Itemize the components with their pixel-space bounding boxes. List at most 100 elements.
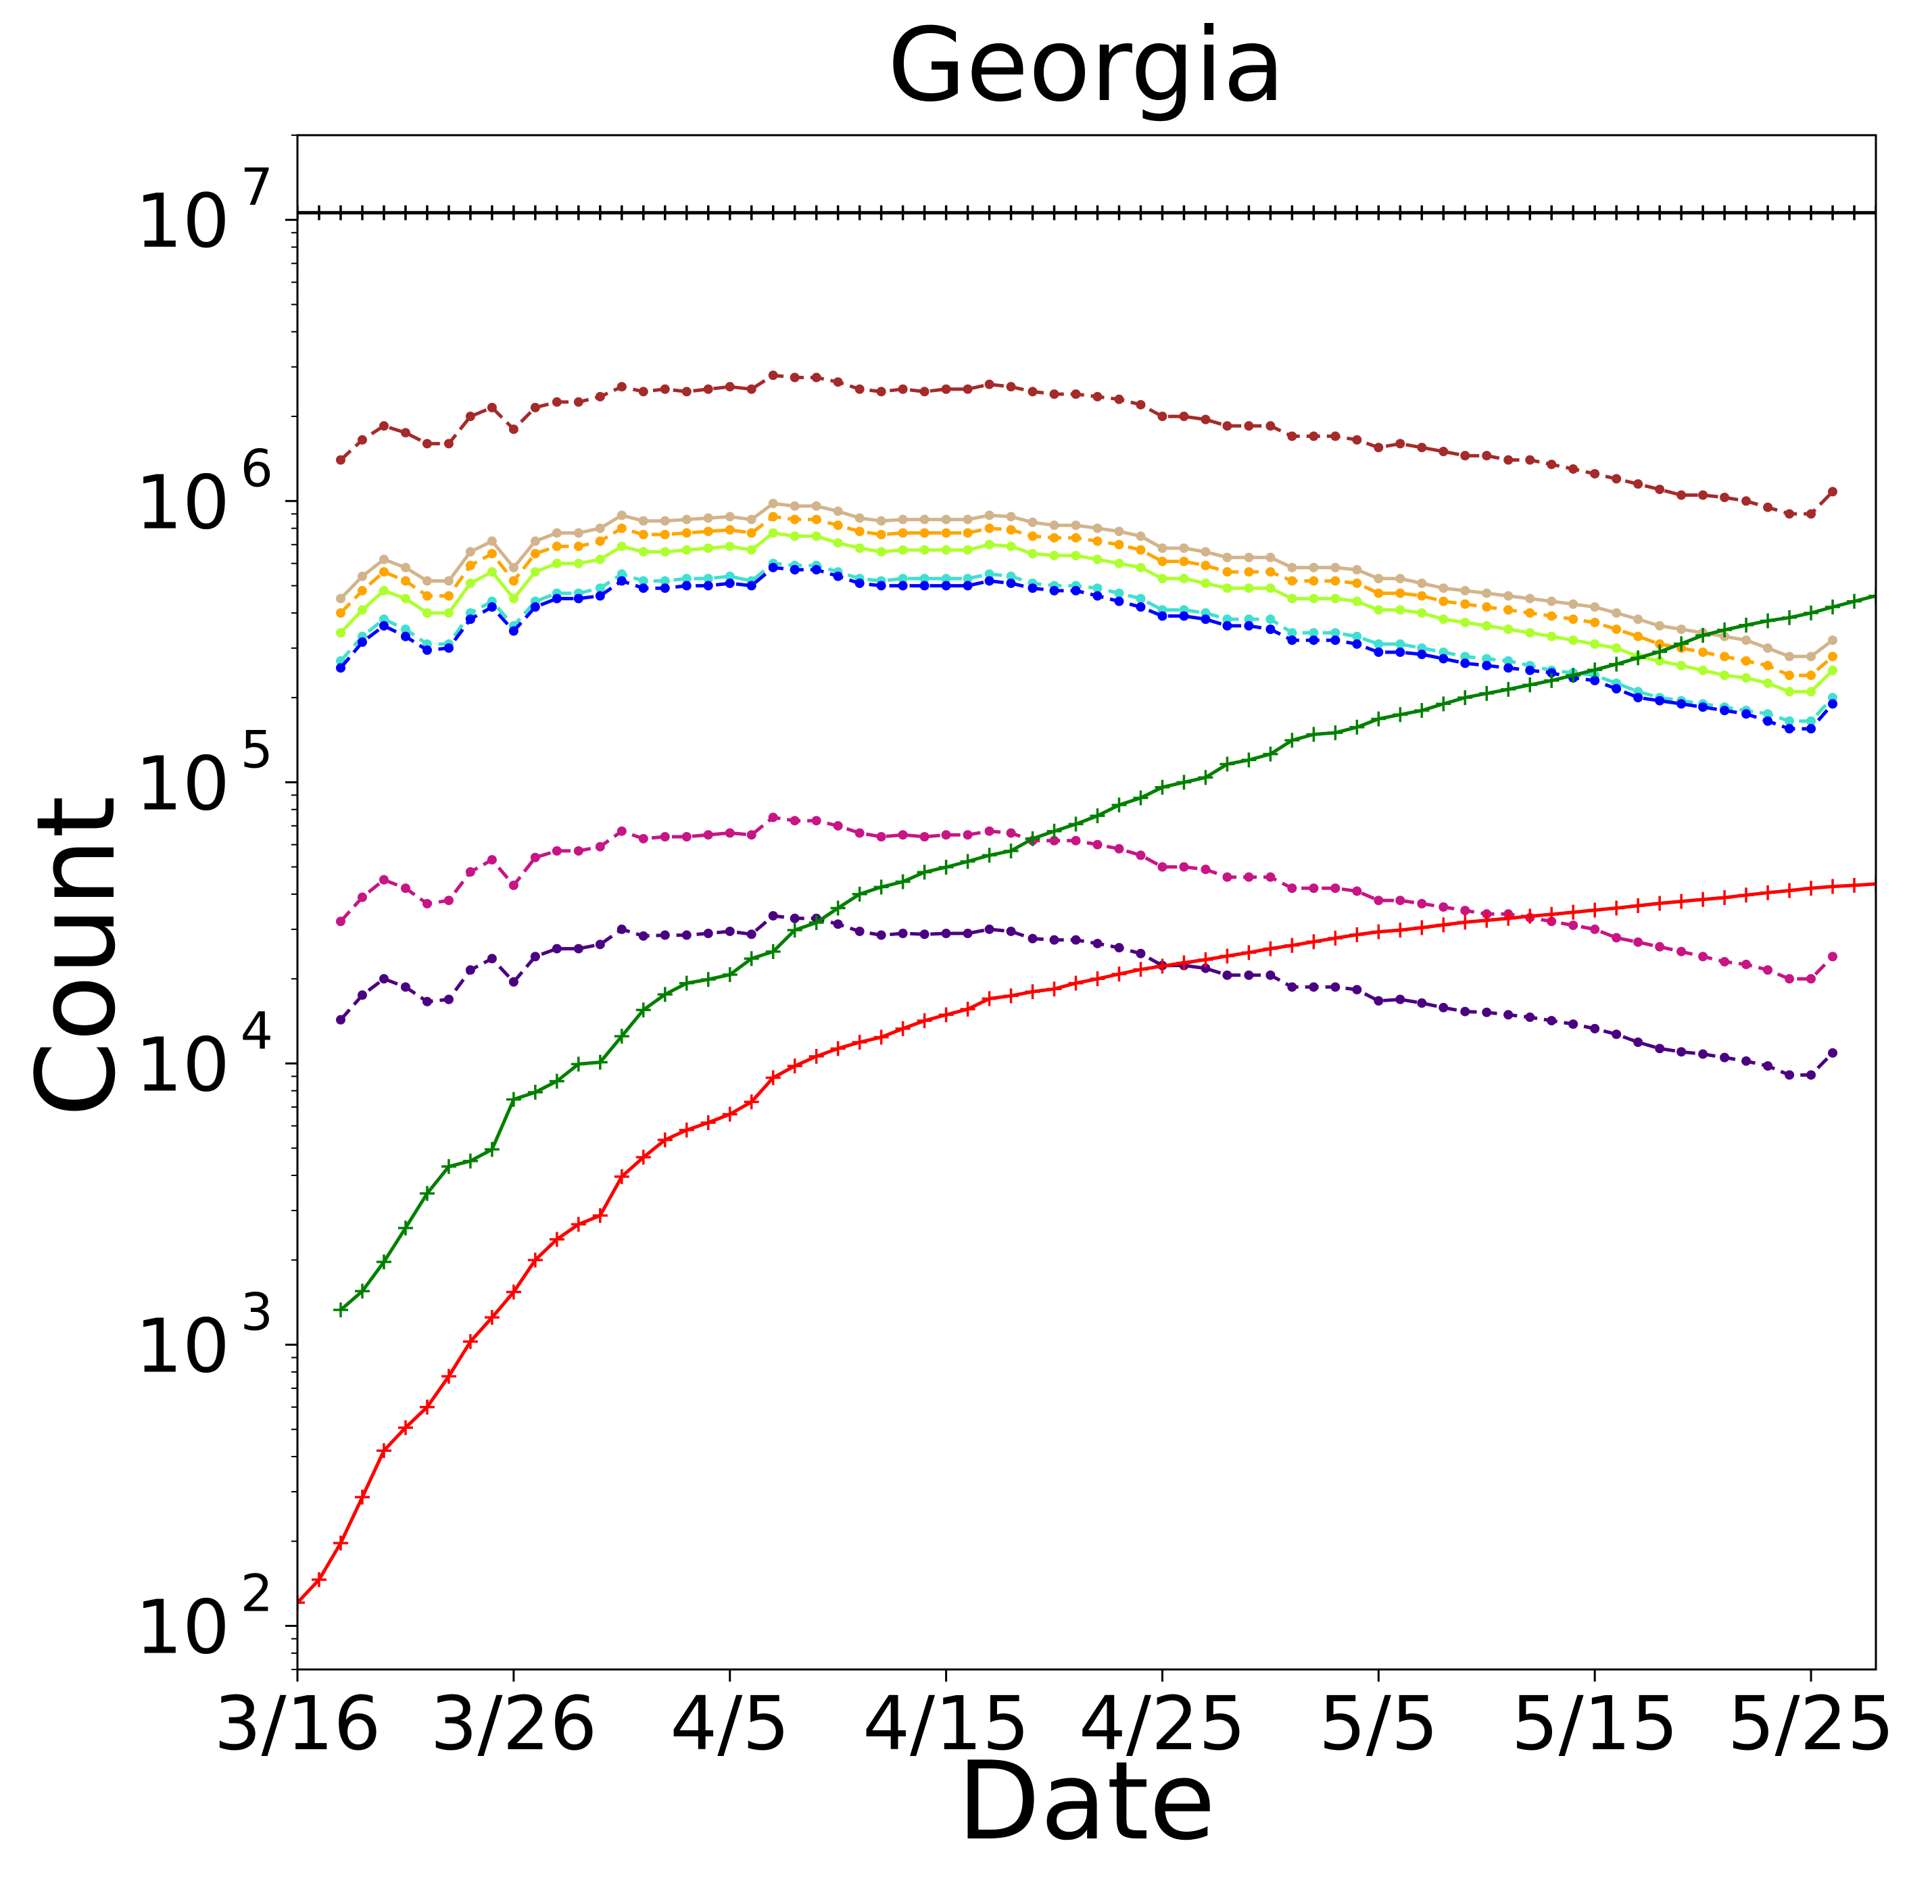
- data-point: [1547, 460, 1557, 470]
- data-point: [617, 523, 627, 533]
- data-point: [1806, 652, 1816, 662]
- data-point: [1568, 464, 1578, 474]
- data-point: [530, 952, 540, 962]
- data-point: [1241, 205, 1257, 220]
- data-point: [984, 924, 994, 934]
- data-point: [379, 875, 389, 885]
- data-point: [357, 435, 367, 445]
- data-point: [1655, 942, 1665, 952]
- data-point: [443, 643, 454, 653]
- data-point: [1025, 205, 1040, 220]
- data-point: [506, 1284, 521, 1300]
- data-point: [1566, 668, 1581, 683]
- data-point: [1092, 591, 1103, 601]
- data-point: [573, 846, 583, 856]
- data-point: [1806, 974, 1816, 984]
- data-point: [657, 205, 673, 220]
- data-point: [1201, 614, 1211, 625]
- data-point: [1590, 639, 1600, 649]
- data-point: [1028, 549, 1038, 559]
- data-point: [1114, 588, 1124, 598]
- data-point: [1003, 988, 1019, 1004]
- data-point: [1092, 583, 1103, 593]
- data-point: [1090, 808, 1105, 823]
- data-point: [1825, 205, 1841, 220]
- data-point: [595, 841, 605, 852]
- data-point: [1241, 945, 1257, 960]
- data-point: [1092, 523, 1103, 533]
- data-point: [1525, 1012, 1535, 1023]
- data-point: [1806, 687, 1816, 697]
- data-point: [354, 205, 370, 220]
- data-point: [1695, 205, 1711, 220]
- data-point: [1028, 933, 1038, 944]
- data-point: [552, 846, 562, 856]
- data-point: [1544, 906, 1560, 922]
- data-point: [1741, 496, 1752, 506]
- data-point: [1825, 600, 1841, 615]
- data-point: [1439, 596, 1449, 606]
- data-point: [1417, 608, 1427, 618]
- data-point: [552, 593, 562, 604]
- data-point: [1782, 883, 1797, 898]
- data-point: [768, 528, 778, 538]
- data-point: [1631, 650, 1646, 666]
- data-point: [1763, 709, 1773, 719]
- data-point: [1482, 660, 1492, 670]
- data-point: [1479, 685, 1495, 701]
- data-point: [1460, 451, 1470, 461]
- data-point: [487, 536, 497, 546]
- data-point: [354, 1490, 370, 1505]
- data-point: [1114, 394, 1124, 404]
- data-point: [1006, 541, 1016, 552]
- data-point: [1522, 908, 1538, 924]
- data-point: [1417, 578, 1427, 588]
- data-point: [335, 663, 345, 673]
- data-point: [1720, 492, 1730, 502]
- data-point: [898, 528, 908, 538]
- data-point: [311, 1572, 327, 1588]
- data-point: [790, 531, 800, 541]
- data-point: [1155, 205, 1170, 220]
- data-point: [963, 545, 973, 555]
- data-point: [1633, 937, 1643, 947]
- data-point: [1136, 531, 1146, 541]
- data-point: [1244, 614, 1254, 625]
- data-point: [1676, 946, 1687, 956]
- data-point: [1330, 576, 1341, 586]
- data-point: [1568, 635, 1578, 645]
- data-point: [1633, 631, 1643, 641]
- data-point: [1674, 636, 1689, 652]
- data-point: [790, 372, 800, 383]
- data-point: [746, 929, 756, 939]
- data-point: [941, 545, 951, 555]
- data-point: [1393, 923, 1408, 938]
- data-point: [1652, 205, 1668, 220]
- data-point: [1179, 412, 1189, 422]
- data-point: [1763, 660, 1773, 670]
- data-point: [1417, 998, 1427, 1008]
- data-point: [508, 626, 518, 636]
- data-point: [1309, 562, 1319, 572]
- data-point: [703, 830, 713, 840]
- data-point: [1092, 536, 1103, 546]
- data-point: [852, 886, 867, 902]
- data-point: [422, 899, 432, 909]
- data-point: [595, 939, 605, 950]
- x-tick-label: 3/16: [214, 1680, 381, 1767]
- data-point: [854, 527, 865, 537]
- data-point: [1482, 1007, 1492, 1017]
- data-point: [638, 529, 648, 539]
- data-point: [462, 205, 478, 220]
- data-point: [898, 581, 908, 591]
- data-point: [1352, 596, 1362, 606]
- data-point: [854, 384, 865, 394]
- data-point: [1330, 593, 1341, 604]
- data-point: [1176, 775, 1192, 790]
- data-point: [638, 833, 648, 844]
- data-point: [833, 538, 843, 548]
- data-point: [549, 205, 564, 220]
- data-point: [465, 547, 475, 557]
- data-point: [1395, 647, 1405, 657]
- data-point: [1763, 643, 1773, 653]
